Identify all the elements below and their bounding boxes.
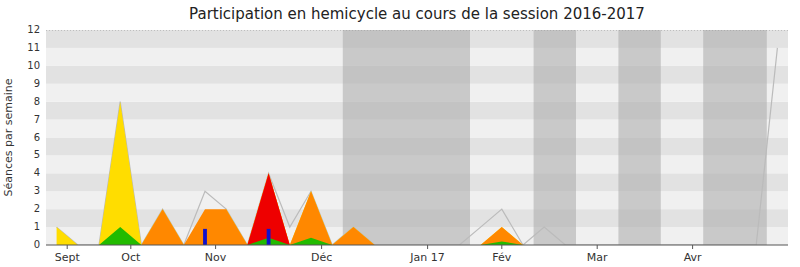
area-series <box>57 173 778 245</box>
x-tick-label: Nov <box>205 251 227 264</box>
y-tick-label: 0 <box>34 239 40 250</box>
area-series <box>57 173 778 245</box>
y-tick-label: 1 <box>34 221 40 232</box>
chart-container: SeptOctNovDécJan 17FévMarAvr012345678910… <box>0 0 800 267</box>
x-tick <box>501 245 502 249</box>
y-tick-label: 5 <box>34 149 40 160</box>
axes: SeptOctNovDécJan 17FévMarAvr012345678910… <box>27 24 788 264</box>
x-axis-line <box>46 245 788 246</box>
x-tick-label: Mar <box>587 251 608 264</box>
recess-band <box>618 30 660 245</box>
y-tick-label: 7 <box>34 114 40 125</box>
x-tick-label: Sept <box>55 251 81 264</box>
area-series <box>57 102 778 245</box>
x-tick <box>427 245 428 249</box>
y-tick-label: 10 <box>27 60 40 71</box>
bar <box>267 229 271 245</box>
y-tick-label: 3 <box>34 185 40 196</box>
y-tick-label: 9 <box>34 78 40 89</box>
y-tick-label: 4 <box>34 167 40 178</box>
chart-svg: SeptOctNovDécJan 17FévMarAvr012345678910… <box>0 0 800 267</box>
reference-line <box>57 48 778 245</box>
y-axis-label: Séances par semaine <box>2 78 15 196</box>
x-tick-label: Déc <box>311 251 332 264</box>
bar <box>203 229 207 245</box>
recess-band <box>343 30 470 245</box>
x-tick <box>215 245 216 249</box>
x-tick <box>130 245 131 249</box>
y-tick-label: 12 <box>27 24 40 35</box>
x-tick-label: Fév <box>492 251 511 264</box>
y-tick-label: 2 <box>34 203 40 214</box>
x-tick <box>321 245 322 249</box>
recess-band <box>534 30 576 245</box>
recess-band <box>703 30 767 245</box>
x-tick <box>692 245 693 249</box>
x-tick-label: Avr <box>684 251 702 264</box>
area-series <box>57 227 778 245</box>
x-tick <box>67 245 68 249</box>
plot-area <box>46 30 788 245</box>
x-tick <box>597 245 598 249</box>
y-tick-label: 11 <box>27 42 40 53</box>
x-tick-label: Jan 17 <box>409 251 444 264</box>
y-tick-label: 6 <box>34 132 40 143</box>
x-tick-label: Oct <box>121 251 141 264</box>
y-tick-label: 8 <box>34 96 40 107</box>
chart-title: Participation en hemicycle au cours de l… <box>189 5 645 23</box>
top-reference-line <box>46 30 788 31</box>
